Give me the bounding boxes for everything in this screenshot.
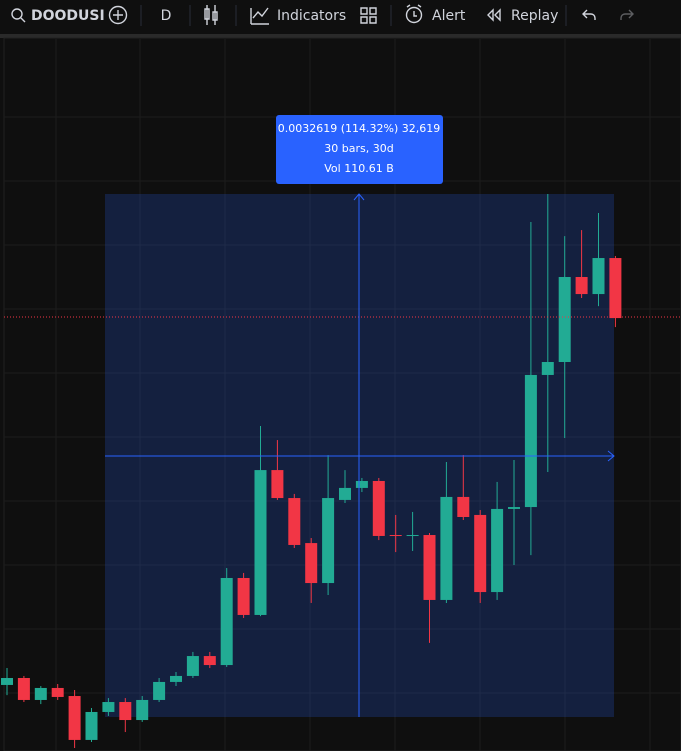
candle-body bbox=[457, 496, 470, 518]
alert-icon bbox=[406, 4, 422, 17]
arrow-head bbox=[607, 450, 615, 462]
toolbar-border bbox=[0, 34, 681, 38]
candle-body bbox=[271, 470, 284, 499]
candle-body bbox=[440, 496, 453, 600]
indicators-button[interactable]: Indicators bbox=[277, 8, 346, 24]
candle-body bbox=[102, 702, 115, 712]
candles bbox=[1, 194, 622, 748]
layouts-icon[interactable] bbox=[360, 7, 377, 24]
measure-volume: Vol 110.61 B bbox=[324, 162, 394, 175]
candle-body bbox=[288, 498, 301, 545]
candle-body bbox=[203, 656, 216, 666]
candle-body bbox=[220, 577, 233, 666]
candle-body bbox=[254, 470, 267, 615]
candle-body bbox=[68, 696, 81, 740]
add-symbol-icon bbox=[113, 10, 123, 20]
replay-button[interactable]: Replay bbox=[511, 8, 558, 24]
symbol[interactable]: DOODUSI bbox=[31, 8, 105, 24]
candle-body bbox=[34, 687, 47, 700]
candle-body bbox=[406, 535, 419, 537]
chart-type[interactable] bbox=[204, 5, 218, 25]
search-icon bbox=[20, 17, 26, 23]
candle-body bbox=[491, 508, 504, 593]
add-symbol[interactable] bbox=[108, 5, 128, 25]
undo[interactable] bbox=[582, 9, 596, 20]
interval[interactable]: D bbox=[161, 8, 172, 24]
candle-body bbox=[355, 480, 368, 488]
measure-change: 0.0032619 (114.32%) 32,619 bbox=[278, 122, 441, 135]
redo[interactable] bbox=[620, 9, 634, 20]
measure-bars: 30 bars, 30d bbox=[324, 142, 393, 155]
candle-body bbox=[305, 543, 318, 584]
candle-body bbox=[558, 277, 571, 363]
candle-body bbox=[186, 656, 199, 676]
candle-body bbox=[339, 487, 351, 500]
candle-body bbox=[541, 362, 554, 375]
candle-body bbox=[609, 258, 622, 319]
replay-icon[interactable] bbox=[487, 8, 501, 22]
candle-body bbox=[372, 480, 385, 536]
alert-icon[interactable] bbox=[405, 6, 423, 24]
candle-body bbox=[322, 498, 335, 584]
candle-body bbox=[575, 277, 588, 295]
candle-body bbox=[170, 675, 182, 682]
indicators-icon[interactable] bbox=[250, 7, 269, 25]
measure-tooltip: 0.0032619 (114.32%) 32,619 30 bars, 30d … bbox=[276, 115, 443, 184]
candle-body bbox=[423, 535, 436, 600]
candle-body bbox=[474, 514, 487, 593]
candle-body bbox=[1, 678, 13, 685]
alert-button[interactable]: Alert bbox=[432, 8, 466, 24]
candle-body bbox=[17, 678, 30, 700]
candle-body bbox=[592, 258, 605, 295]
arrow-head bbox=[353, 193, 365, 201]
toolbar: DOODUSI D Indicators Alert Replay bbox=[11, 4, 634, 26]
candle-body bbox=[389, 535, 402, 537]
candle-body bbox=[508, 507, 520, 509]
tooltip-box bbox=[276, 115, 443, 184]
candle-body bbox=[85, 711, 98, 740]
search-icon[interactable] bbox=[11, 8, 23, 20]
candle-body bbox=[153, 681, 166, 700]
candle-body bbox=[237, 577, 250, 615]
candle-body bbox=[51, 687, 64, 697]
measure-arrows bbox=[105, 193, 615, 717]
candle-body bbox=[119, 702, 132, 721]
candle-body bbox=[524, 374, 537, 508]
candle-body bbox=[136, 699, 149, 721]
